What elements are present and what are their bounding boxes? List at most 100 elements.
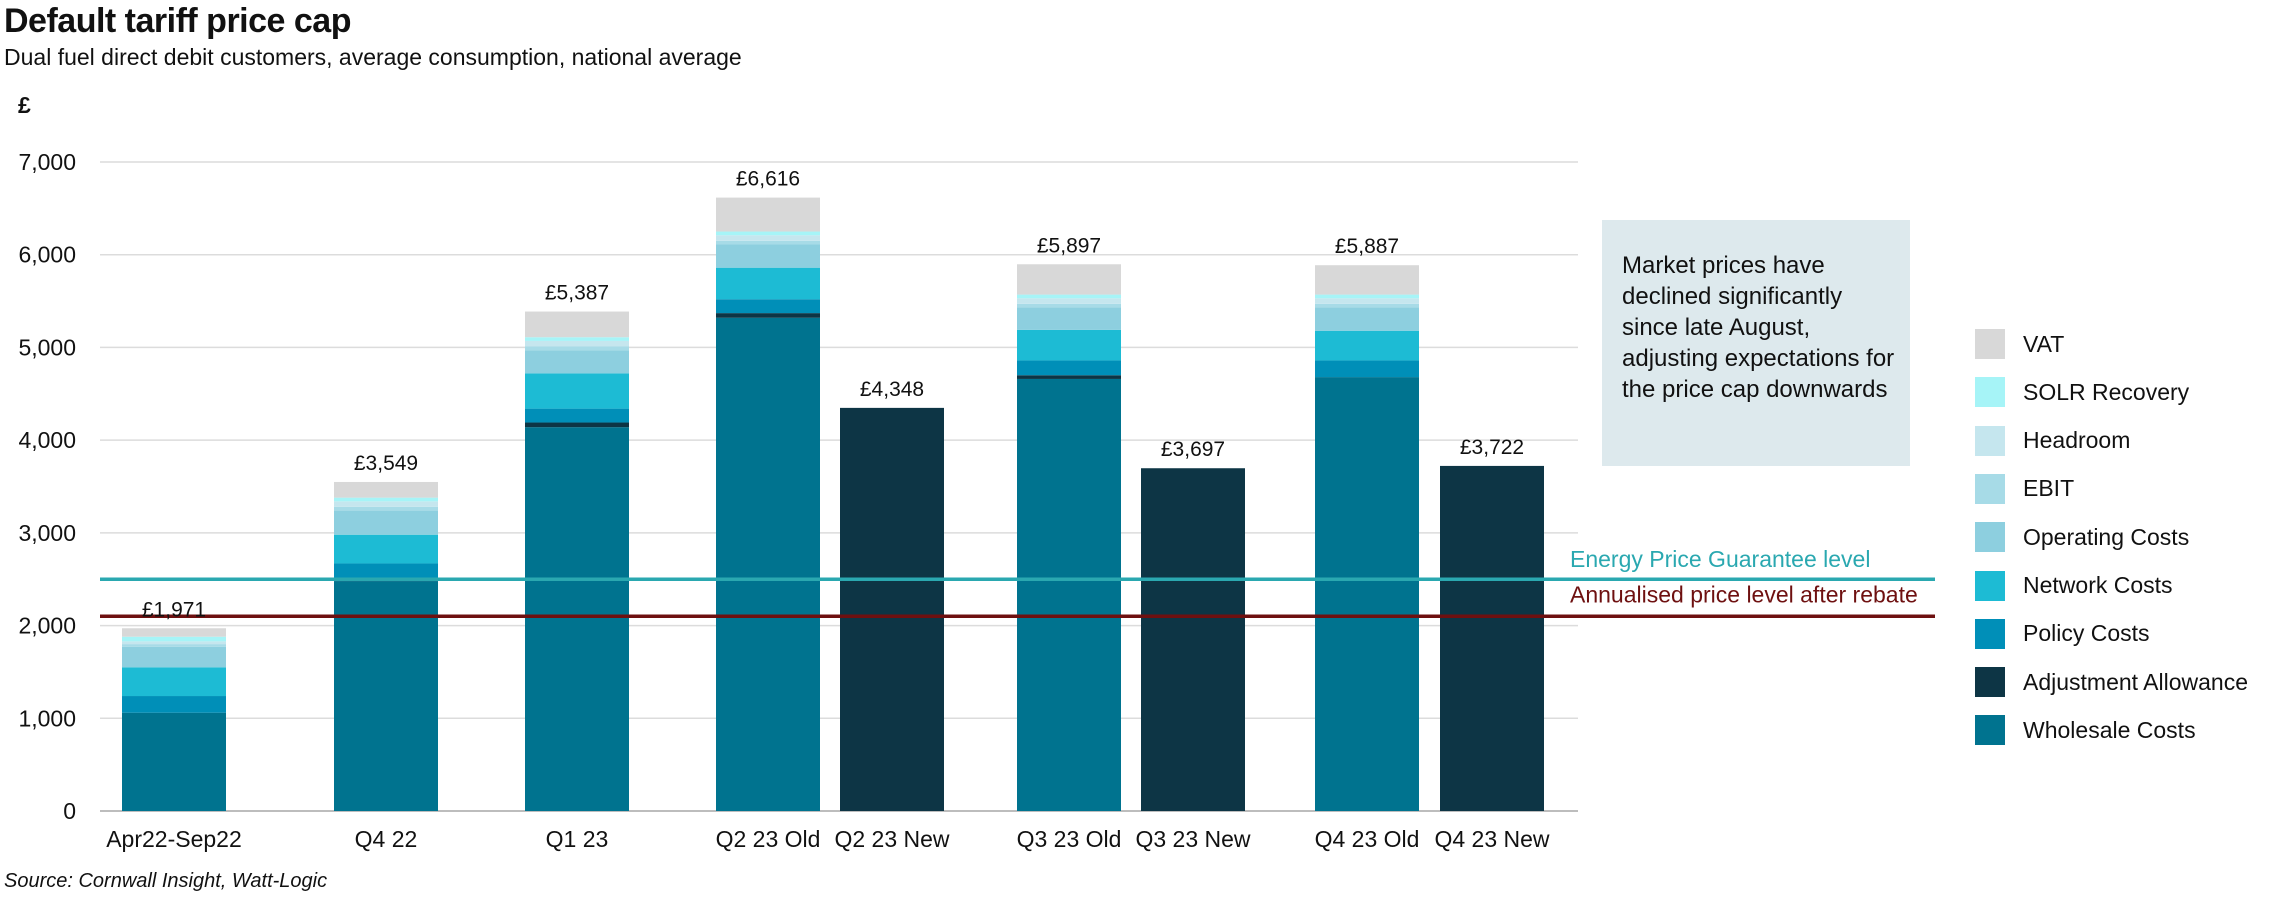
x-tick-label: Q4 23 Old — [1315, 826, 1420, 852]
x-tick-label: Q1 23 — [546, 826, 609, 852]
legend-label: Headroom — [2023, 427, 2131, 454]
chart-title: Default tariff price cap — [4, 2, 351, 40]
bar-segment-ebit — [525, 346, 629, 351]
legend-label: VAT — [2023, 330, 2065, 357]
bar-segment-network-costs — [1315, 330, 1419, 361]
bar-segment-adjustment-allowance — [1141, 468, 1245, 811]
legend-item: VAT — [1975, 328, 2064, 360]
bar-segment-adjustment-allowance — [716, 313, 820, 318]
bar-total-label: £3,697 — [1161, 438, 1225, 461]
legend-item: Adjustment Allowance — [1975, 666, 2248, 698]
bar-total-label: £3,722 — [1460, 436, 1524, 459]
stacked-bars — [122, 197, 1544, 811]
legend-item: Wholesale Costs — [1975, 714, 2196, 746]
legend-item: Operating Costs — [1975, 521, 2189, 553]
x-tick-label: Q2 23 New — [834, 826, 949, 852]
legend-swatch — [1975, 377, 2005, 408]
bar-segment-vat — [716, 197, 820, 232]
x-tick-label: Q4 22 — [355, 826, 418, 852]
y-tick-label: 7,000 — [18, 149, 76, 175]
bar-segment-operating-costs — [1315, 307, 1419, 331]
bar-segment-headroom — [334, 501, 438, 507]
bar-segment-operating-costs — [525, 350, 629, 374]
legend-swatch — [1975, 715, 2005, 746]
bar-segment-vat — [334, 481, 438, 498]
bar-segment-ebit — [334, 506, 438, 511]
bar-segment-ebit — [122, 644, 226, 647]
legend-swatch — [1975, 425, 2005, 456]
bar-segment-vat — [1017, 264, 1121, 295]
bar-segment-operating-costs — [1017, 307, 1121, 330]
legend-swatch — [1975, 618, 2005, 649]
bar-total-label: £5,387 — [545, 282, 609, 305]
legend-swatch — [1975, 329, 2005, 359]
bar-segment-adjustment-allowance — [840, 407, 944, 811]
reference-line-label: Annualised price level after rebate — [1570, 581, 1918, 607]
bar-segment-wholesale-costs — [1017, 378, 1121, 811]
bar-total-label: £6,616 — [736, 168, 800, 191]
legend-label: Network Costs — [2023, 572, 2173, 598]
legend-swatch — [1975, 522, 2005, 553]
bar-segment-network-costs — [1017, 329, 1121, 361]
legend-swatch — [1975, 473, 2005, 504]
bar-segment-adjustment-allowance — [1017, 375, 1121, 379]
bar-segment-vat — [1315, 265, 1419, 295]
bar-segment-headroom — [122, 641, 226, 645]
reference-lines: Energy Price Guarantee level Annualised p… — [100, 546, 1935, 619]
reference-line-label: Energy Price Guarantee level — [1570, 546, 1870, 572]
bar-total-label: £5,897 — [1037, 234, 1101, 257]
y-tick-label: 3,000 — [18, 520, 76, 546]
chart-subtitle: Dual fuel direct debit customers, averag… — [4, 44, 742, 70]
bar-segment-headroom — [1315, 298, 1419, 304]
y-tick-label: 2,000 — [18, 613, 76, 639]
bar-segment-policy-costs — [1315, 360, 1419, 378]
bar-total-label: £4,348 — [860, 378, 924, 401]
legend-label: Policy Costs — [2023, 620, 2150, 647]
bar-segment-vat — [525, 311, 629, 338]
bar-total-label: £1,971 — [142, 598, 206, 621]
bar-segment-network-costs — [122, 667, 226, 697]
legend-item: Headroom — [1975, 425, 2130, 457]
bar-segment-wholesale-costs — [525, 427, 629, 811]
legend-swatch — [1975, 667, 2005, 698]
bar-segment-wholesale-costs — [716, 317, 820, 811]
bar-segment-policy-costs — [1017, 360, 1121, 376]
y-tick-label: 4,000 — [18, 427, 76, 453]
legend-label: Wholesale Costs — [2023, 716, 2196, 743]
y-tick-label: 1,000 — [18, 705, 76, 731]
bar-segment-solr-recovery — [716, 231, 820, 236]
bar-total-label: £3,549 — [354, 452, 418, 475]
chart-source: Source: Cornwall Insight, Watt-Logic — [4, 870, 328, 892]
bar-segment-ebit — [716, 240, 820, 245]
annotation-text: Market prices have declined significantl… — [1622, 252, 1895, 403]
bar-segment-wholesale-costs — [334, 581, 438, 811]
bar-segment-network-costs — [716, 267, 820, 300]
y-tick-label: 0 — [63, 798, 76, 824]
bar-segment-vat — [122, 628, 226, 637]
bar-total-label: £5,887 — [1335, 235, 1399, 258]
bar-segment-solr-recovery — [334, 497, 438, 502]
axis-labels: 0 1,000 2,000 3,000 4,000 5,000 6,000 7,000 £1,9… — [18, 149, 1549, 852]
bar-segment-wholesale-costs — [122, 712, 226, 811]
bar-segment-policy-costs — [334, 563, 438, 580]
bar-segment-policy-costs — [525, 408, 629, 423]
legend-swatch — [1975, 570, 2005, 601]
bar-segment-headroom — [1017, 298, 1121, 304]
bar-segment-ebit — [1017, 303, 1121, 308]
legend-item: SOLR Recovery — [1975, 376, 2189, 408]
bar-segment-adjustment-allowance — [1440, 465, 1544, 811]
bar-segment-solr-recovery — [1017, 294, 1121, 299]
x-tick-label: Q2 23 Old — [716, 826, 821, 852]
bar-segment-headroom — [716, 235, 820, 241]
y-tick-label: 6,000 — [18, 242, 76, 268]
legend-item: EBIT — [1975, 473, 2074, 505]
x-tick-label: Apr22-Sep22 — [106, 826, 242, 852]
bar-segment-operating-costs — [716, 244, 820, 268]
x-tick-label: Q4 23 New — [1434, 826, 1549, 852]
bar-segment-adjustment-allowance — [525, 422, 629, 428]
bar-segment-policy-costs — [122, 696, 226, 713]
legend-item: Network Costs — [1975, 570, 2173, 602]
bar-segment-solr-recovery — [122, 636, 226, 642]
bar-segment-ebit — [1315, 303, 1419, 308]
